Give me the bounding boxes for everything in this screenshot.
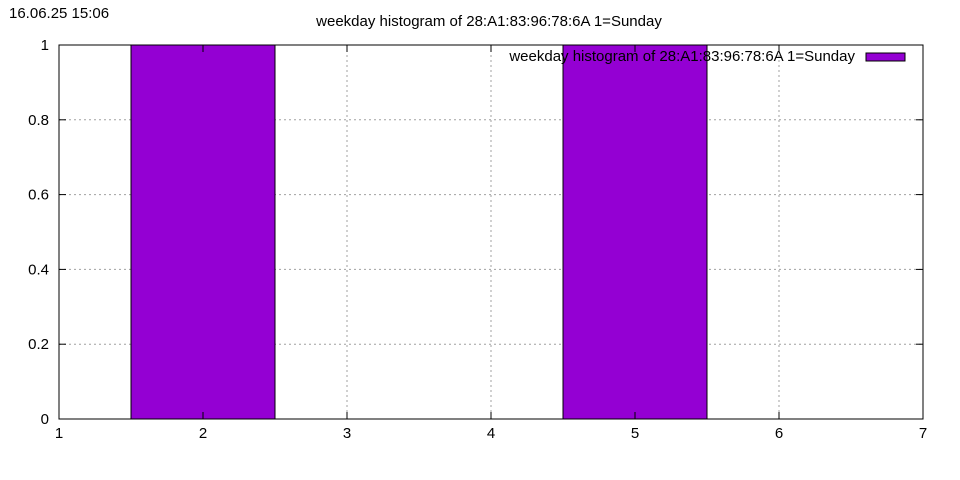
bar bbox=[130, 44, 276, 420]
x-tick-label: 2 bbox=[199, 425, 207, 442]
x-tick-label: 7 bbox=[919, 425, 927, 442]
legend: weekday histogram of 28:A1:83:96:78:6A 1… bbox=[508, 48, 906, 65]
y-tick-label: 1 bbox=[41, 37, 49, 54]
legend-swatch bbox=[865, 52, 906, 62]
x-tick-label: 3 bbox=[343, 425, 351, 442]
y-tick-label: 0.2 bbox=[28, 336, 49, 353]
y-tick-label: 0 bbox=[41, 411, 49, 428]
bars bbox=[130, 44, 708, 420]
bar bbox=[562, 44, 708, 420]
x-tick-label: 4 bbox=[487, 425, 495, 442]
x-tick-label: 6 bbox=[775, 425, 783, 442]
x-tick-label: 5 bbox=[631, 425, 639, 442]
timestamp-label: 16.06.25 15:06 bbox=[9, 5, 109, 22]
y-tick-label: 0.8 bbox=[28, 112, 49, 129]
y-tick-label: 0.6 bbox=[28, 187, 49, 204]
axis-ticks: 1 2 3 4 5 6 7 0 0.2 0.4 0.6 0.8 1 bbox=[28, 37, 927, 442]
chart-title: weekday histogram of 28:A1:83:96:78:6A 1… bbox=[315, 13, 662, 30]
x-tick-label: 1 bbox=[55, 425, 63, 442]
legend-label: weekday histogram of 28:A1:83:96:78:6A 1… bbox=[508, 48, 855, 65]
y-tick-label: 0.4 bbox=[28, 261, 49, 278]
